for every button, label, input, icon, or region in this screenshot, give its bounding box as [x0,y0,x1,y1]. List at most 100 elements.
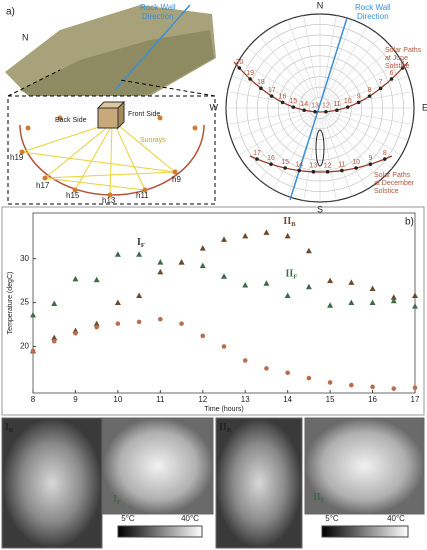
polar-spoke [323,19,353,99]
june-label: Solstice [385,63,410,70]
polar-spoke [321,15,337,98]
x-tick-label: 16 [368,395,377,404]
y-tick-label: 30 [20,254,29,263]
point [221,273,227,279]
hour-dot [340,168,344,173]
x-tick-label: 8 [31,395,36,404]
hour-dot [335,108,339,113]
thermal-image [102,417,214,515]
x-tick-label: 14 [283,395,292,404]
image-label-main: I [113,494,117,505]
december-label: at December [374,180,415,187]
hour-number: 16 [279,93,287,100]
hour-dot [345,105,350,109]
colorbar [321,525,409,538]
hour-number: 7 [379,79,383,86]
y-tick-label: 20 [20,342,29,351]
polar-spoke [272,26,315,100]
point [370,384,375,390]
hour-number: 16 [267,155,275,162]
polar-spoke [327,47,393,102]
hour-number: 17 [268,87,276,94]
solar-path [233,61,409,113]
hour-dot [269,162,273,166]
polar-spoke [227,109,310,125]
point [73,330,78,336]
june-label: at June [385,55,408,62]
x-tick-label: 17 [411,395,420,404]
hour-number: 11 [338,161,345,168]
point [51,300,58,306]
hour-label: h19 [10,153,24,162]
point [199,245,206,251]
point [327,380,333,385]
hour-dot [291,105,296,109]
panel-label: b) [405,217,414,228]
point [285,370,290,376]
hour-label: h17 [36,181,50,190]
thermal-image [215,417,303,549]
hour-dot [302,108,307,113]
hour-number: 12 [322,103,330,110]
solar-path [249,155,393,173]
sunrays-lines [21,124,176,196]
cardinal-label: N [317,0,324,10]
hour-dot [383,157,387,161]
hour-dot [259,86,263,91]
rock-wall-label: Direction [357,12,389,21]
polar-spoke [231,75,311,105]
hour-number: 14 [300,101,308,108]
panel-label: a) [6,7,15,18]
hour-number: 9 [357,93,361,100]
x-tick-label: 11 [156,395,165,404]
north-label: N [22,32,29,42]
point [94,324,99,330]
polar-spoke [287,19,317,99]
callout [7,69,61,97]
hour-number: 5 [401,59,405,66]
polar-spoke [326,115,381,181]
polar-spoke [259,35,314,101]
series-annotation-sub: F [141,242,145,249]
point [305,283,312,290]
sun-points [19,115,198,198]
december-label: Solstice [374,188,399,195]
point [51,338,57,344]
hour-dot [297,168,302,173]
hour-number: 8 [368,87,372,94]
hour-dot [356,100,361,105]
hour-number: 12 [324,163,332,170]
december-label: Solar Paths [374,172,411,179]
series-annotation-sub: B [291,221,296,228]
hour-dot [311,170,316,174]
point [242,282,249,288]
polar-spoke [329,75,409,105]
polar-spoke [325,116,368,190]
hour-dot [248,77,252,81]
polar-spoke [325,26,368,100]
callout [119,79,216,97]
polar-spoke [328,113,402,156]
point [72,275,79,282]
point [136,319,142,325]
image-label-sub: F [321,497,325,504]
point [263,229,270,235]
image-label-sub: F [117,499,121,506]
analemma [315,129,325,167]
hour-label: h15 [66,191,80,200]
x-tick-label: 12 [198,395,207,404]
x-tick-label: 9 [73,395,78,404]
hour-dot [368,162,373,166]
point [221,236,227,242]
colorbar-min: 5°C [325,514,339,523]
hour-label: h11 [136,191,149,200]
rock-wall-label: Rock Wall [355,3,391,12]
point [115,321,121,326]
point [199,262,206,269]
point [114,251,121,257]
hour-dot [237,66,242,70]
series-annotation-main: II [283,216,291,227]
point [390,294,397,300]
hour-number: 17 [253,150,261,157]
